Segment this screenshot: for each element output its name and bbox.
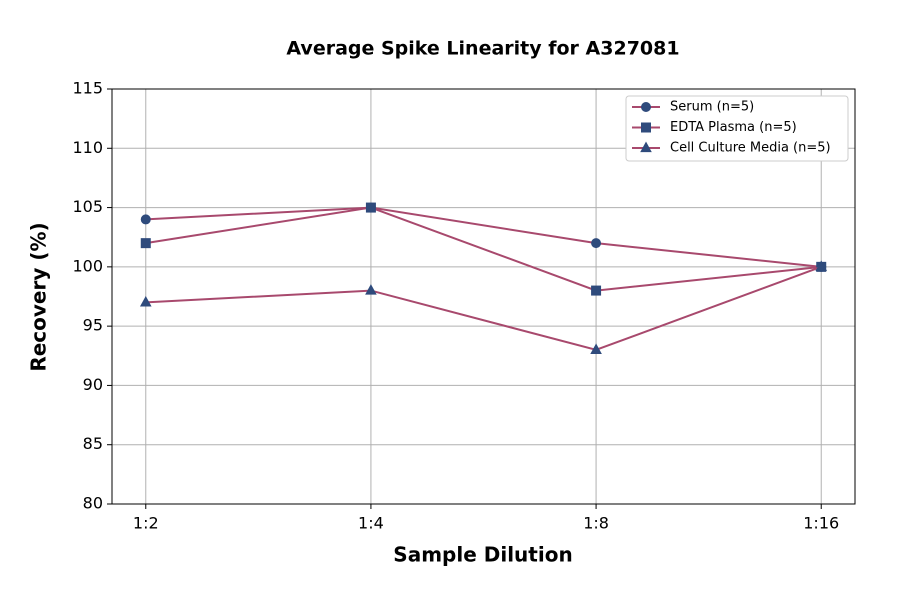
marker (590, 343, 602, 354)
y-tick-label: 80 (83, 494, 103, 513)
y-tick-label: 85 (83, 434, 103, 453)
marker (815, 260, 828, 271)
marker (640, 141, 652, 153)
y-tick-label: 95 (83, 316, 103, 335)
marker (365, 202, 376, 213)
marker (641, 102, 651, 112)
x-tick-label: 1:2 (133, 514, 159, 533)
plot-frame (111, 88, 856, 505)
series-line (145, 265, 822, 351)
x-tick-label: 1:8 (583, 514, 609, 533)
y-tick-label: 100 (72, 256, 103, 275)
legend-label: EDTA Plasma (n=5) (670, 120, 797, 135)
y-tick-label: 110 (72, 138, 103, 157)
x-tick-label: 1:16 (803, 514, 839, 533)
marker (139, 295, 152, 307)
legend-label: Serum (n=5) (670, 100, 754, 115)
marker (365, 284, 377, 295)
legend-box (625, 95, 849, 162)
chart-title: Average Spike Linearity for A327081 (286, 38, 679, 60)
x-axis-label: Sample Dilution (393, 543, 572, 567)
series-line (145, 206, 822, 292)
y-tick-label: 115 (72, 79, 103, 98)
y-tick-label: 90 (83, 375, 103, 394)
marker (140, 214, 151, 225)
legend: Serum (n=5) EDTA Plasma (n=5) Cell Culture… (625, 95, 849, 162)
marker (591, 285, 602, 296)
y-tick-label: 105 (72, 197, 103, 216)
legend-label: Cell Culture Media (n=5) (670, 141, 831, 156)
marker (140, 238, 151, 249)
marker (591, 238, 602, 249)
marker (641, 122, 651, 133)
y-axis-label: Recovery (%) (27, 222, 51, 371)
series-line (145, 206, 822, 268)
x-tick-label: 1:4 (358, 514, 384, 533)
